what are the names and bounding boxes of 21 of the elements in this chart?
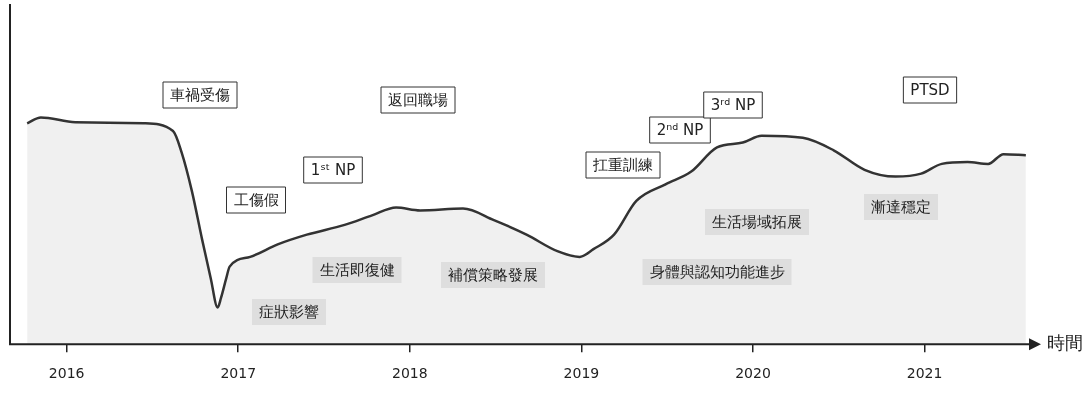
- annotation: 生活場域拓展: [712, 212, 802, 231]
- annotation: 1ˢᵗ NP: [310, 160, 356, 179]
- annotation: 扛重訓練: [592, 155, 653, 174]
- x-axis-title: 時間: [1047, 331, 1083, 353]
- x-tick-label: 2017: [220, 365, 257, 382]
- x-tick-label: 2019: [563, 365, 600, 382]
- annotation: 補償策略發展: [448, 265, 538, 284]
- annotation: 身體與認知功能進步: [649, 262, 785, 281]
- annotation: 漸達穩定: [871, 197, 931, 216]
- annotation: 症狀影響: [259, 302, 319, 321]
- annotation: 生活即復健: [319, 260, 395, 279]
- text: 返回職場: [388, 90, 448, 109]
- text: 3ʳᵈ NP: [710, 95, 756, 114]
- annotation: 2ⁿᵈ NP: [656, 120, 704, 139]
- text: 車禍受傷: [170, 85, 230, 104]
- x-tick-label: 2020: [735, 365, 771, 382]
- x-tick-label: 2018: [392, 365, 428, 382]
- x-tick-label: 2016: [48, 365, 85, 382]
- x-tick-label: 2021: [906, 365, 943, 382]
- annotation: 工傷假: [233, 190, 279, 209]
- text: PTSD: [910, 80, 950, 99]
